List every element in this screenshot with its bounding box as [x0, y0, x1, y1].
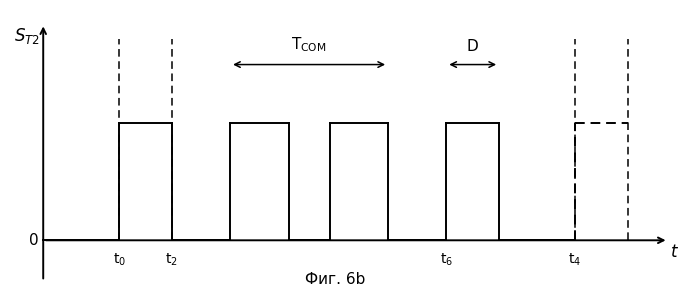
Text: t$_2$: t$_2$	[165, 252, 178, 269]
Text: T$_{\mathsf{СОМ}}$: T$_{\mathsf{СОМ}}$	[291, 35, 327, 54]
Text: Фиг. 6b: Фиг. 6b	[305, 272, 365, 287]
Text: $S_{T2}$: $S_{T2}$	[15, 26, 41, 46]
Text: t$_6$: t$_6$	[440, 252, 453, 269]
Text: t: t	[671, 243, 678, 261]
Text: D: D	[467, 39, 479, 54]
Text: t$_0$: t$_0$	[113, 252, 126, 269]
Text: 0: 0	[29, 233, 38, 248]
Text: t$_4$: t$_4$	[568, 252, 582, 269]
